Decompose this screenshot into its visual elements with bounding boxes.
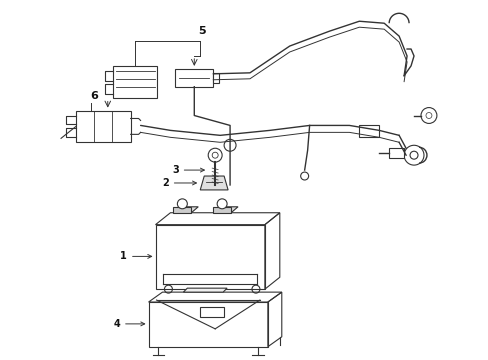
Polygon shape [183,288,226,292]
Circle shape [208,148,222,162]
Polygon shape [200,176,227,190]
Text: 2: 2 [162,178,196,188]
Bar [213,207,231,213]
Circle shape [177,199,187,209]
Circle shape [217,199,226,209]
Bar [76,111,130,142]
Text: 6: 6 [90,91,98,101]
Polygon shape [173,207,198,213]
Bar [113,66,157,98]
Text: 1: 1 [120,251,151,261]
Bar [213,73,219,83]
Bar [175,69,213,87]
Text: 5: 5 [198,26,205,36]
Polygon shape [213,207,238,213]
Bar [359,125,379,137]
Bar [388,148,403,158]
Text: 4: 4 [113,319,144,329]
Text: 3: 3 [172,165,204,175]
Bar [200,307,224,317]
Bar [173,207,191,213]
